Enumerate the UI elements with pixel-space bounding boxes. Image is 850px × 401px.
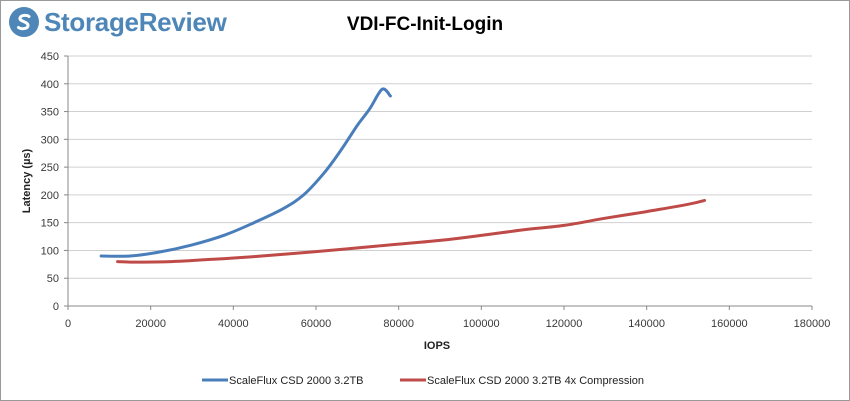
x-tick-label-7: 140000 [628, 318, 665, 330]
y-tick-label-6: 300 [41, 134, 59, 146]
series-line-1 [116, 198, 706, 264]
x-axis-title: IOPS [424, 340, 450, 352]
gridlines [68, 55, 812, 279]
y-tick-label-0: 0 [53, 301, 59, 313]
y-tick-label-2: 100 [41, 245, 59, 257]
storagereview-logo-icon [9, 7, 39, 37]
x-tick-label-4: 80000 [383, 318, 414, 330]
x-tick-label-6: 120000 [546, 318, 583, 330]
y-tick-label-1: 50 [47, 273, 59, 285]
x-tick-label-2: 40000 [218, 318, 249, 330]
x-tick-label-8: 160000 [711, 318, 748, 330]
logo-text: StorageReview [44, 6, 227, 37]
x-tick-label-0: 0 [65, 318, 71, 330]
series-lines [99, 87, 706, 264]
x-tick-label-1: 20000 [135, 318, 166, 330]
y-axis-title: Latency (µs) [21, 148, 33, 213]
y-tick-label-3: 150 [41, 218, 59, 230]
y-tick-label-8: 400 [41, 79, 59, 91]
chart-title: VDI-FC-Init-Login [346, 14, 504, 35]
legend: ScaleFlux CSD 2000 3.2TB ScaleFlux CSD 20… [202, 375, 644, 387]
legend-label-1: ScaleFlux CSD 2000 3.2TB 4x Compression [427, 375, 644, 387]
y-tick-label-5: 250 [41, 162, 59, 174]
storagereview-logo: StorageReview [8, 5, 227, 39]
y-tick-label-7: 350 [41, 107, 59, 119]
legend-label-0: ScaleFlux CSD 2000 3.2TB [229, 375, 364, 387]
y-tick-label-4: 200 [41, 190, 59, 202]
x-tick-labels: 0 20000 40000 60000 80000 100000 120000 140000 1… [65, 318, 830, 330]
x-tick-label-9: 180000 [794, 318, 831, 330]
series-line-0 [99, 87, 392, 258]
x-tick-label-5: 100000 [463, 318, 500, 330]
y-tick-label-9: 450 [41, 51, 59, 63]
y-tick-labels: 0 50 100 150 200 250 300 350 400 450 [41, 51, 59, 313]
axes [64, 55, 813, 310]
x-tick-label-3: 60000 [301, 318, 332, 330]
